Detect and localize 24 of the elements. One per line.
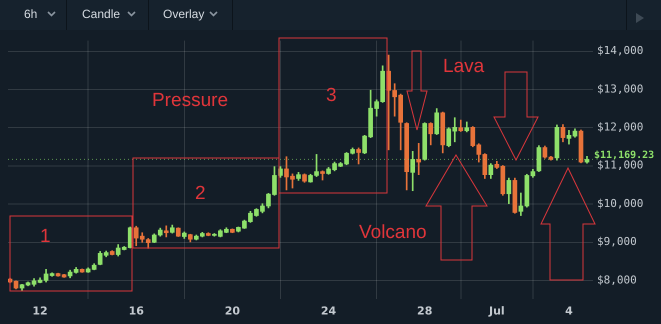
y-tick-label: $8,000 [597,273,637,286]
text: Candle [82,7,120,21]
ref-line-label: $11,169.23 [594,150,654,162]
y-tick-label: $12,000 [597,120,644,134]
text: Overlay [163,7,204,21]
y-tick-label: $11,000 [597,158,644,172]
annotation: Lava [443,56,484,78]
y-tick-label: $14,000 [597,44,644,58]
x-tick-label: 12 [32,304,48,318]
x-tick-label: 28 [417,304,432,318]
annotation: 3 [326,85,337,107]
y-tick-label: $13,000 [597,82,644,96]
annotation: 2 [195,183,206,205]
y-tick-label: $9,000 [597,235,637,248]
x-tick-label: 24 [320,304,337,318]
text: 6h [24,7,38,21]
annotation: 1 [40,226,51,248]
annotation: Pressure [152,90,228,112]
annotation: Volcano [359,222,427,244]
x-tick-label: Jul [488,304,505,318]
x-tick-label: 20 [224,304,240,318]
y-tick-label: $10,000 [597,196,644,210]
x-tick-label: 16 [128,304,144,318]
x-tick-label: 4 [565,304,574,318]
